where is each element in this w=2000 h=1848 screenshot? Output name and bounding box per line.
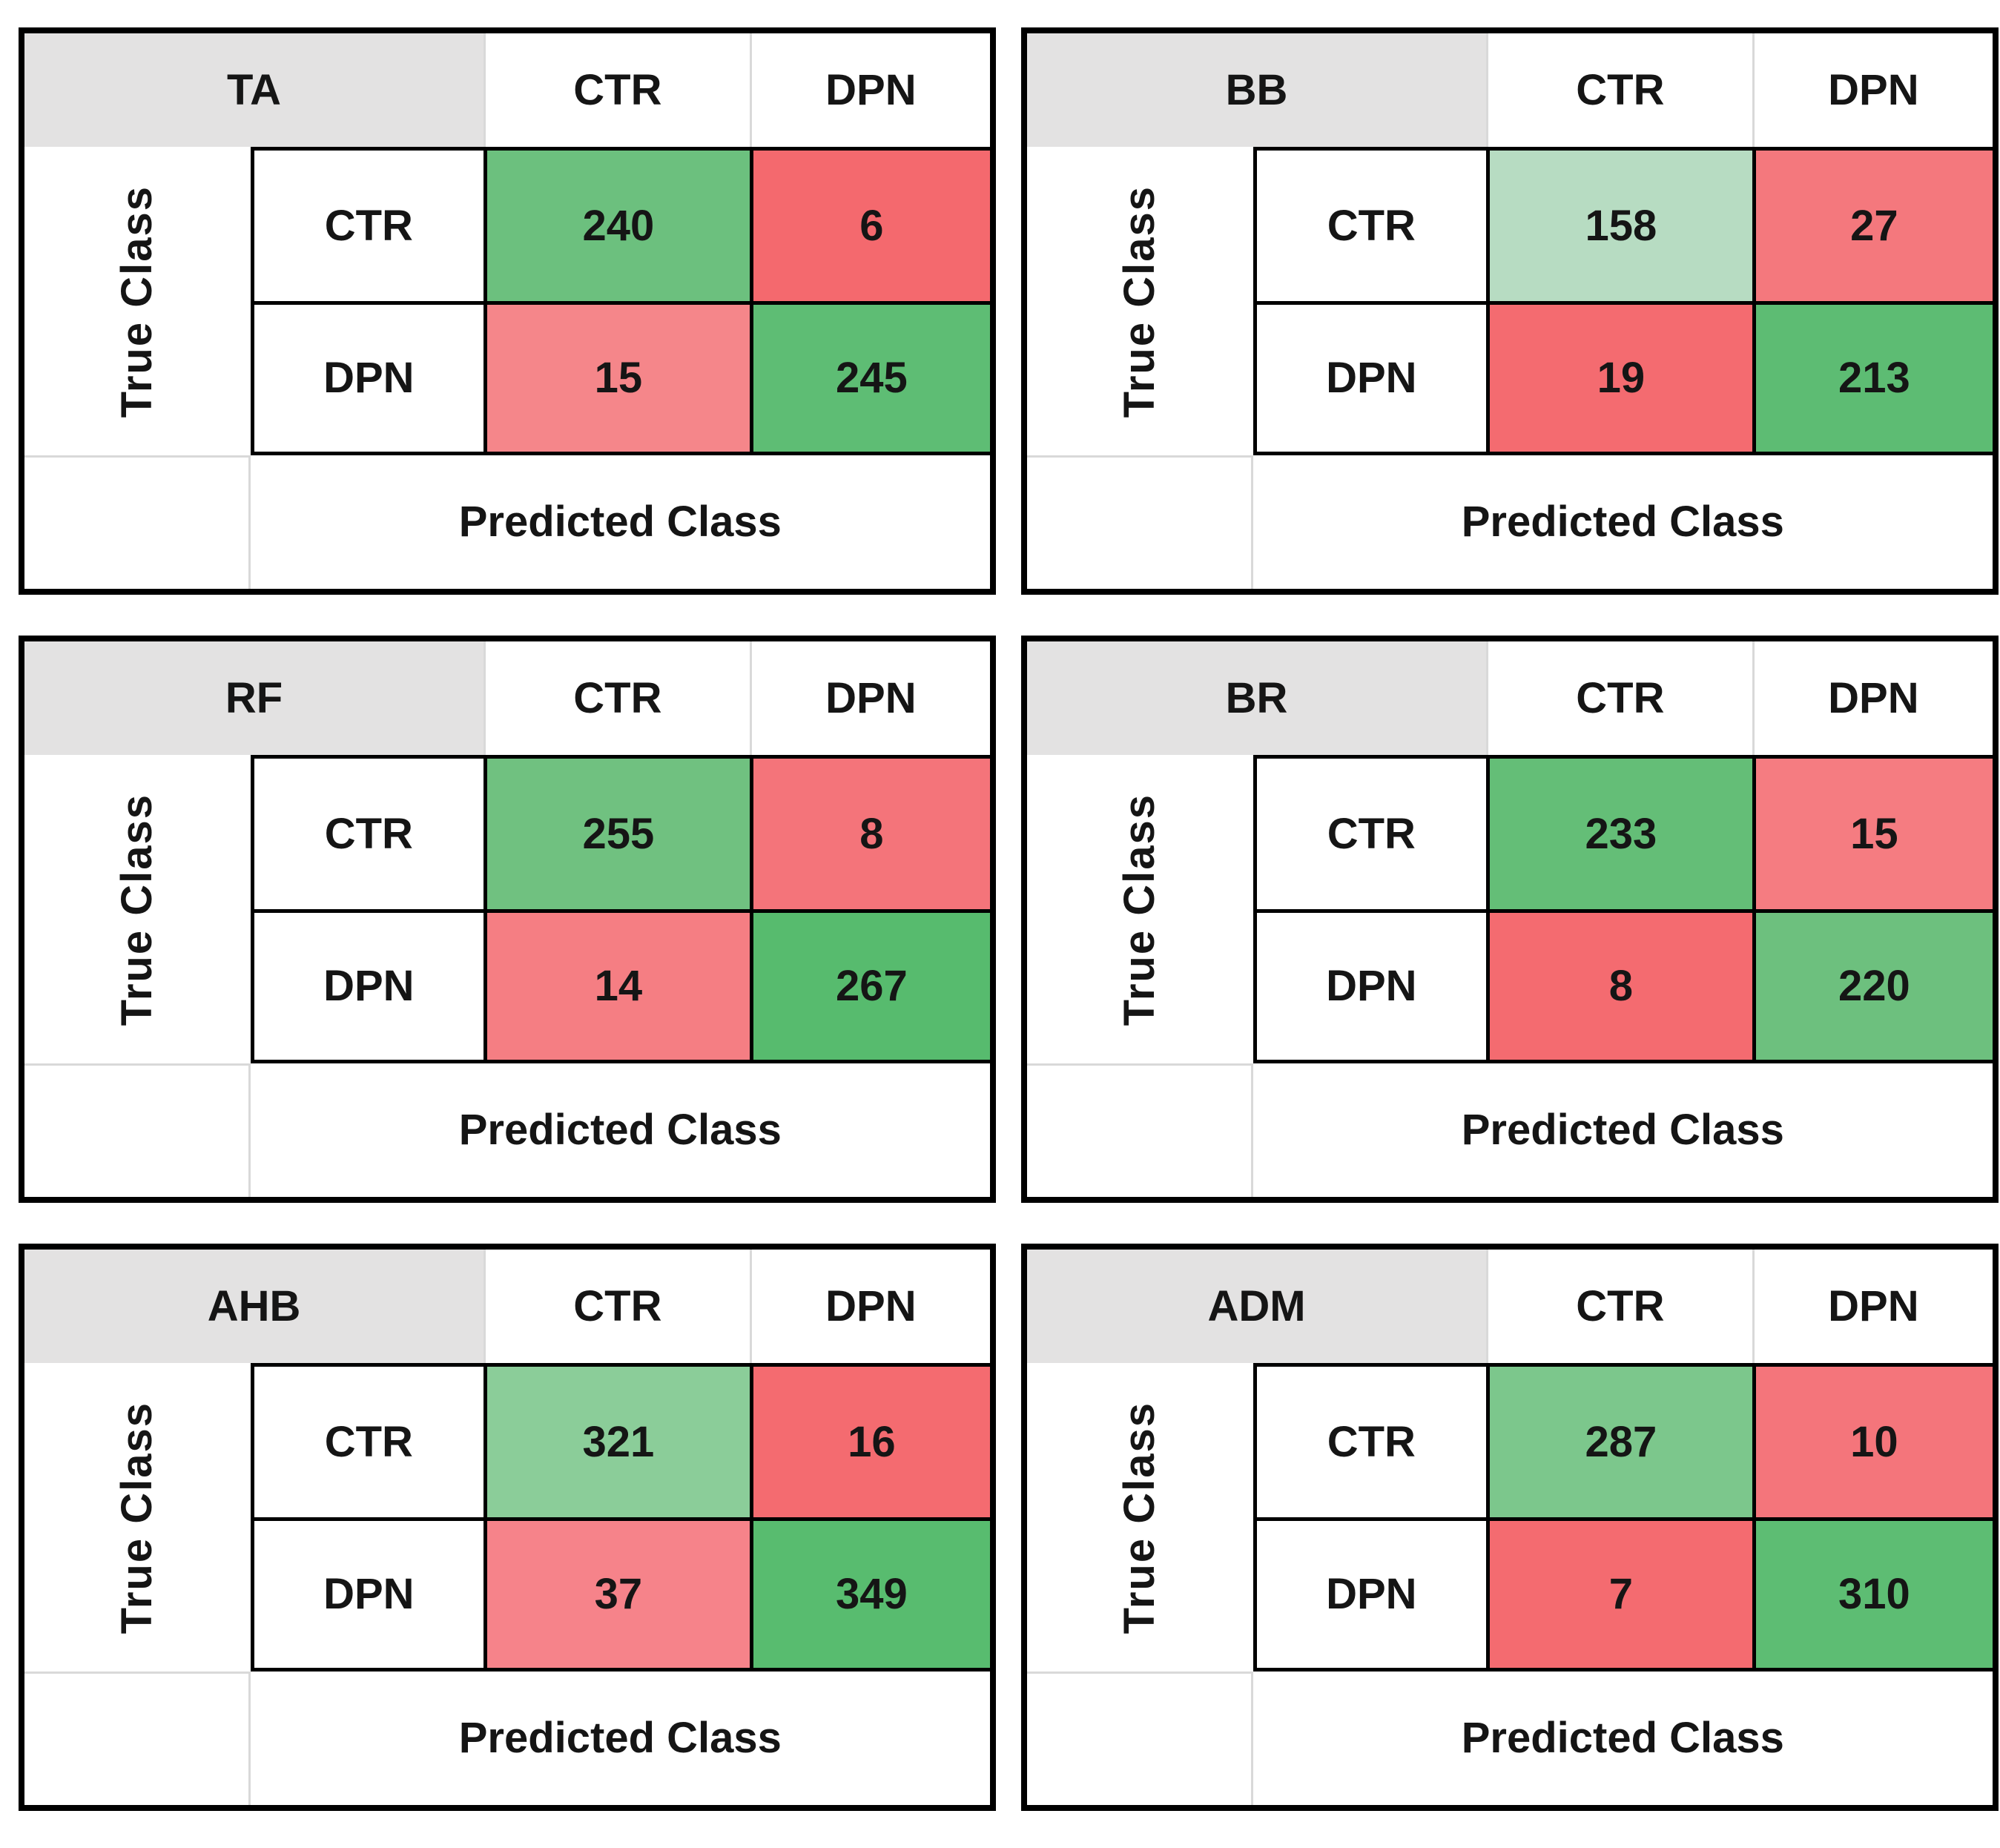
- y-axis-label-text: True Class: [113, 1401, 162, 1634]
- footer-spacer: [24, 1672, 251, 1805]
- cell-true-dpn-pred-dpn: 349: [749, 1517, 990, 1672]
- row-label-dpn: DPN: [250, 909, 484, 1064]
- cell-true-ctr-pred-dpn: 27: [1752, 147, 1993, 302]
- cell-true-ctr-pred-dpn: 16: [749, 1363, 990, 1518]
- cell-true-dpn-pred-dpn: 310: [1752, 1517, 1993, 1672]
- row-label-ctr: CTR: [250, 1363, 484, 1518]
- matrix-title: ADM: [1027, 1250, 1487, 1364]
- confusion-matrix-br: BR CTR DPN True Class CTR 233 15 DPN 8 2…: [1021, 636, 1999, 1203]
- row-label-dpn: DPN: [250, 1517, 484, 1672]
- matrix-title: RF: [24, 641, 484, 756]
- col-header-dpn: DPN: [1752, 33, 1993, 148]
- x-axis-label: Predicted Class: [458, 1714, 782, 1763]
- cell-true-ctr-pred-dpn: 8: [749, 755, 990, 910]
- col-header-ctr: CTR: [1486, 641, 1752, 756]
- col-header-ctr: CTR: [1486, 33, 1752, 148]
- row-label-dpn: DPN: [1253, 301, 1487, 456]
- y-axis-label-text: True Class: [1115, 1401, 1164, 1634]
- row-label-dpn: DPN: [250, 301, 484, 456]
- confusion-matrix-figure: TA CTR DPN True Class CTR 240 6 DPN 15 2…: [19, 27, 1999, 1811]
- cell-true-dpn-pred-ctr: 19: [1486, 301, 1752, 456]
- matrix-title: BB: [1027, 33, 1487, 148]
- row-label-ctr: CTR: [1253, 147, 1487, 302]
- cell-true-dpn-pred-ctr: 37: [484, 1517, 750, 1672]
- cell-true-dpn-pred-ctr: 15: [484, 301, 750, 456]
- col-header-dpn: DPN: [1752, 641, 1993, 756]
- cell-true-dpn-pred-ctr: 7: [1486, 1517, 1752, 1672]
- cell-true-ctr-pred-dpn: 6: [749, 147, 990, 302]
- cell-true-dpn-pred-ctr: 14: [484, 909, 750, 1064]
- cell-true-ctr-pred-ctr: 158: [1486, 147, 1752, 302]
- y-axis-label: True Class: [24, 1363, 251, 1672]
- y-axis-label: True Class: [1027, 147, 1253, 455]
- footer-spacer: [24, 455, 251, 589]
- row-label-ctr: CTR: [1253, 1363, 1487, 1518]
- x-axis-label: Predicted Class: [1461, 1106, 1784, 1155]
- x-axis-label: Predicted Class: [1461, 498, 1784, 547]
- y-axis-label-text: True Class: [1115, 185, 1164, 418]
- cell-true-ctr-pred-ctr: 240: [484, 147, 750, 302]
- col-header-ctr: CTR: [484, 641, 750, 756]
- y-axis-label-text: True Class: [1115, 793, 1164, 1026]
- col-header-dpn: DPN: [749, 1250, 990, 1364]
- cell-true-dpn-pred-dpn: 213: [1752, 301, 1993, 456]
- col-header-dpn: DPN: [1752, 1250, 1993, 1364]
- cell-true-ctr-pred-dpn: 10: [1752, 1363, 1993, 1518]
- y-axis-label: True Class: [1027, 755, 1253, 1063]
- col-header-dpn: DPN: [749, 33, 990, 148]
- row-label-ctr: CTR: [1253, 755, 1487, 910]
- col-header-ctr: CTR: [484, 1250, 750, 1364]
- row-label-ctr: CTR: [250, 147, 484, 302]
- cell-true-ctr-pred-ctr: 287: [1486, 1363, 1752, 1518]
- footer-spacer: [1027, 455, 1253, 589]
- cell-true-dpn-pred-ctr: 8: [1486, 909, 1752, 1064]
- y-axis-label-text: True Class: [113, 185, 162, 418]
- x-axis-label: Predicted Class: [458, 498, 782, 547]
- row-label-dpn: DPN: [1253, 1517, 1487, 1672]
- cell-true-ctr-pred-ctr: 233: [1486, 755, 1752, 910]
- row-label-dpn: DPN: [1253, 909, 1487, 1064]
- col-header-ctr: CTR: [1486, 1250, 1752, 1364]
- matrix-title: BR: [1027, 641, 1487, 756]
- cell-true-dpn-pred-dpn: 245: [749, 301, 990, 456]
- footer-spacer: [1027, 1063, 1253, 1197]
- y-axis-label: True Class: [1027, 1363, 1253, 1672]
- col-header-dpn: DPN: [749, 641, 990, 756]
- x-axis-label: Predicted Class: [458, 1106, 782, 1155]
- confusion-matrix-ahb: AHB CTR DPN True Class CTR 321 16 DPN 37…: [19, 1244, 996, 1811]
- cell-true-ctr-pred-ctr: 321: [484, 1363, 750, 1518]
- confusion-matrix-rf: RF CTR DPN True Class CTR 255 8 DPN 14 2…: [19, 636, 996, 1203]
- confusion-matrix-bb: BB CTR DPN True Class CTR 158 27 DPN 19 …: [1021, 27, 1999, 595]
- cell-true-ctr-pred-ctr: 255: [484, 755, 750, 910]
- y-axis-label: True Class: [24, 755, 251, 1063]
- y-axis-label-text: True Class: [113, 793, 162, 1026]
- cell-true-dpn-pred-dpn: 220: [1752, 909, 1993, 1064]
- footer-spacer: [1027, 1672, 1253, 1805]
- row-label-ctr: CTR: [250, 755, 484, 910]
- confusion-matrix-ta: TA CTR DPN True Class CTR 240 6 DPN 15 2…: [19, 27, 996, 595]
- cell-true-dpn-pred-dpn: 267: [749, 909, 990, 1064]
- cell-true-ctr-pred-dpn: 15: [1752, 755, 1993, 910]
- x-axis-label: Predicted Class: [1461, 1714, 1784, 1763]
- footer-spacer: [24, 1063, 251, 1197]
- matrix-title: AHB: [24, 1250, 484, 1364]
- matrix-title: TA: [24, 33, 484, 148]
- y-axis-label: True Class: [24, 147, 251, 455]
- col-header-ctr: CTR: [484, 33, 750, 148]
- confusion-matrix-adm: ADM CTR DPN True Class CTR 287 10 DPN 7 …: [1021, 1244, 1999, 1811]
